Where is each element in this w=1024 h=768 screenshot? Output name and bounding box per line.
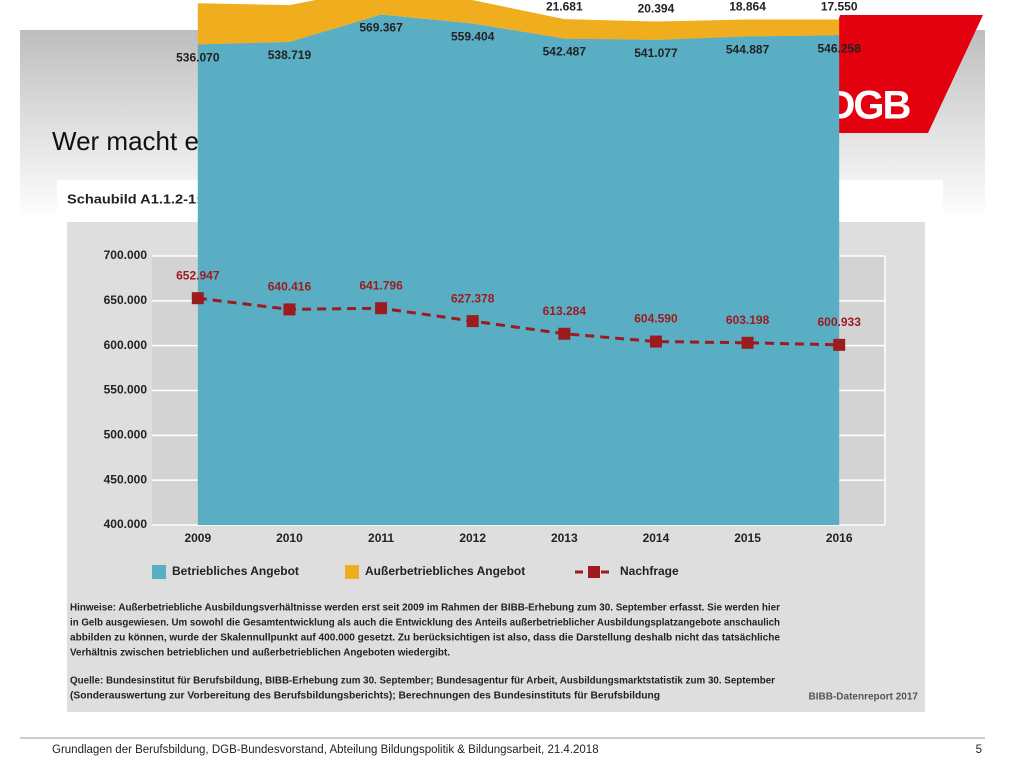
marker	[741, 336, 754, 349]
y-tick-label: 650.000	[104, 293, 148, 307]
source: Quelle: Bundesinstitut für Berufsbildung…	[70, 676, 775, 687]
value-label: 559.404	[451, 30, 495, 44]
note: abbilden zu können, wurde der Skalennull…	[70, 633, 780, 644]
marker	[833, 338, 846, 351]
area	[197, 14, 840, 525]
legend-label: Betriebliches Angebot	[172, 564, 299, 578]
x-tick-label: 2009	[184, 531, 211, 545]
page-number: 5	[976, 744, 982, 756]
value-label: 20.394	[638, 2, 675, 16]
marker	[283, 303, 296, 316]
line	[197, 296, 840, 347]
value-label: 641.796	[359, 278, 403, 292]
legend-swatch	[152, 565, 166, 579]
value-label: 546.258	[817, 41, 861, 55]
marker	[466, 315, 479, 328]
value-label: 600.933	[817, 315, 861, 329]
value-label: 627.378	[451, 291, 495, 305]
marker	[191, 292, 204, 305]
value-label: 652.947	[176, 268, 220, 282]
y-tick-label: 600.000	[104, 338, 148, 352]
marker	[558, 327, 571, 340]
value-label: 538.719	[268, 48, 312, 62]
legend-swatch	[345, 565, 359, 579]
x-tick-label: 2013	[551, 531, 578, 545]
x-tick-label: 2010	[276, 531, 303, 545]
note: Verhältnis zwischen betrieblichen und au…	[70, 648, 450, 659]
source: (Sonderauswertung zur Vorbereitung des B…	[70, 691, 660, 702]
legend-label: Nachfrage	[620, 564, 679, 578]
marker	[649, 335, 662, 348]
logo-shape	[806, 15, 983, 133]
value-label: 544.887	[726, 43, 770, 57]
y-tick-label: 400.000	[104, 517, 148, 531]
footer: Grundlagen der Berufsbildung, DGB-Bundes…	[52, 744, 599, 756]
value-label: 613.284	[543, 304, 587, 318]
logo: DGB	[827, 84, 911, 128]
legend-label: Außerbetriebliches Angebot	[365, 564, 525, 578]
value-label: 640.416	[268, 280, 312, 294]
value-label: 603.198	[726, 313, 770, 327]
value-label: 541.077	[634, 46, 678, 60]
value-label: 17.550	[821, 0, 858, 14]
value-label: 604.590	[634, 312, 678, 326]
y-tick-label: 550.000	[104, 383, 148, 397]
note: Hinweise: Außerbetriebliche Ausbildungsv…	[70, 603, 780, 614]
x-tick-label: 2016	[826, 531, 853, 545]
marker	[375, 302, 388, 315]
value-label: 21.681	[546, 0, 583, 13]
value-label: 18.864	[729, 0, 766, 14]
value-label: 569.367	[359, 21, 403, 35]
legend-marker	[588, 566, 600, 578]
y-tick-label: 450.000	[104, 472, 148, 486]
y-tick-label: 700.000	[104, 248, 148, 262]
credit: BIBB-Datenreport 2017	[809, 692, 919, 703]
area	[197, 0, 840, 45]
x-tick-label: 2011	[368, 531, 394, 545]
value-label: 542.487	[543, 45, 587, 59]
x-tick-label: 2015	[734, 531, 761, 545]
x-tick-label: 2014	[643, 531, 670, 545]
x-tick-label: 2012	[459, 531, 486, 545]
value-label: 536.070	[176, 50, 220, 64]
note: in Gelb ausgewiesen. Um sowohl die Gesam…	[70, 618, 780, 629]
y-tick-label: 500.000	[104, 428, 148, 442]
